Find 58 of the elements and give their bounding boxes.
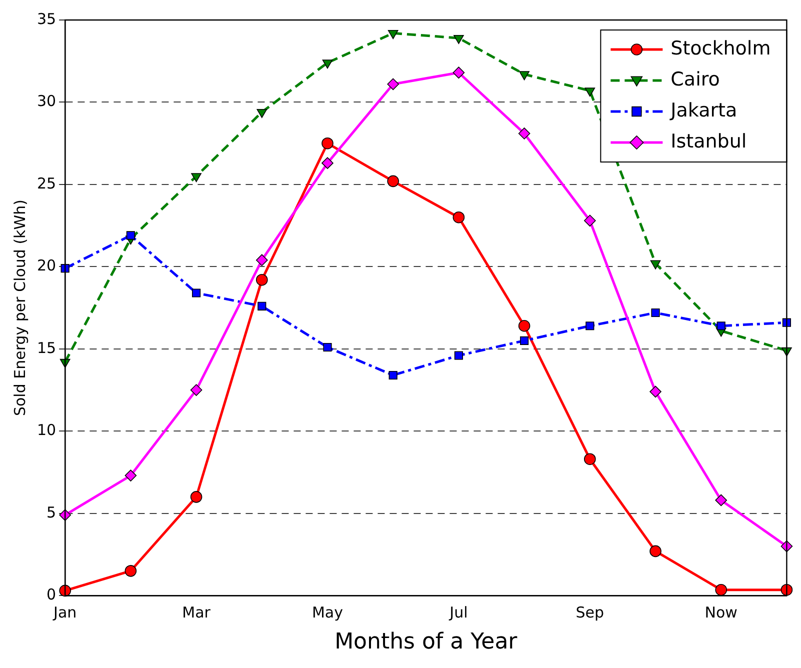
x-tick-label: Jul: [448, 603, 468, 622]
point: [124, 470, 137, 482]
x-tick-label: Jan: [52, 603, 77, 622]
legend-label: Istanbul: [670, 130, 747, 152]
point: [388, 30, 398, 40]
point: [518, 320, 530, 332]
point: [387, 78, 399, 90]
point: [322, 157, 334, 169]
point: [452, 211, 465, 224]
y-tick-label: 35: [36, 10, 56, 28]
y-tick-label: 25: [36, 174, 56, 192]
point: [454, 351, 463, 360]
x-tick-label: Mar: [182, 603, 212, 622]
y-tick-label: 10: [36, 421, 56, 440]
point: [650, 545, 662, 558]
y-axis-title: Sold Energy per Cloud (kWh): [10, 200, 29, 416]
point: [651, 308, 660, 318]
legend-label: Jakarta: [670, 99, 738, 122]
point: [388, 370, 398, 380]
x-tick-label: Sep: [576, 603, 604, 622]
point: [126, 231, 135, 240]
point: [256, 274, 268, 286]
y-tick-label: 0: [46, 585, 56, 604]
point: [520, 336, 529, 345]
point: [650, 386, 662, 398]
point: [584, 214, 596, 227]
point: [191, 173, 202, 182]
legend-label: Cairo: [670, 68, 720, 90]
point: [387, 175, 399, 188]
point: [322, 137, 334, 150]
point: [716, 322, 726, 330]
point: [518, 128, 530, 140]
legend-label: Stockholm: [670, 37, 771, 60]
x-tick-label: Now: [704, 603, 738, 622]
point: [256, 108, 268, 118]
y-tick-label: 15: [36, 338, 56, 357]
point: [715, 584, 727, 596]
point: [190, 384, 202, 396]
point: [586, 322, 594, 330]
point: [519, 71, 530, 80]
point: [452, 66, 465, 79]
point: [322, 60, 333, 69]
point: [584, 453, 596, 465]
x-tick-label: May: [312, 603, 344, 622]
point: [584, 88, 596, 97]
y-tick-label: 5: [46, 503, 56, 522]
point: [124, 565, 137, 577]
point: [650, 260, 661, 270]
point: [454, 34, 464, 44]
x-axis-title: Months of a Year: [334, 630, 518, 655]
point: [715, 494, 727, 506]
point: [256, 254, 268, 266]
point: [258, 302, 266, 310]
y-tick-label: 30: [36, 92, 56, 110]
point: [190, 491, 202, 503]
point: [323, 342, 332, 352]
y-tick-label: 20: [36, 256, 56, 275]
point: [192, 288, 201, 298]
